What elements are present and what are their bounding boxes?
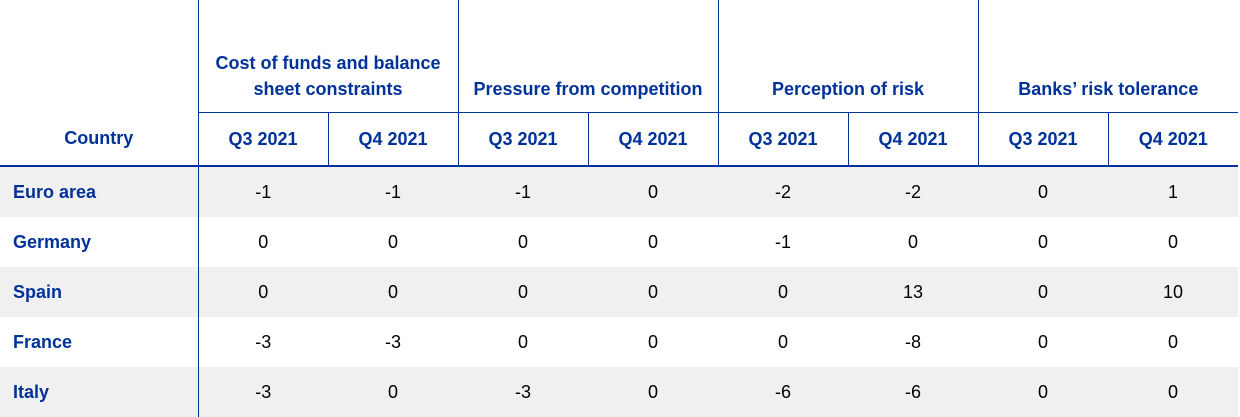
cell-value: -2 [848,166,979,217]
cell-value: 0 [197,267,328,317]
country-name: Germany [13,231,92,252]
period-header: Q4 2021 [587,112,719,167]
cell-value: 0 [588,367,719,417]
cell-value: 0 [1168,331,1179,352]
cell-value: 0 [648,231,659,252]
cell-value: -2 [718,166,849,217]
period-header: Q3 2021 [717,112,849,167]
cell-value: -1 [197,166,328,217]
cell-value: -6 [848,367,979,417]
table-row: Germany 0 0 0 0 -1 0 0 0 [0,217,1238,267]
table-body: Euro area -1 -1 -1 0 -2 -2 0 1 Germany 0 0 0 0 -1 0 0 0 Sp… [0,166,1239,417]
cell-value: 0 [458,267,589,317]
period-header: Q4 2021 [847,112,979,167]
country-name: Euro area [0,166,198,217]
group-header: Cost of funds and balance sheet constrai… [197,0,459,113]
cell-value: 13 [848,267,979,317]
cell-value: -3 [385,331,402,352]
cell-value: 0 [1108,367,1239,417]
cell-value: -3 [197,317,328,367]
cell-value: -8 [905,331,922,352]
group-header: Banks’ risk tolerance [977,0,1239,113]
table-row: Spain 0 0 0 0 0 13 0 10 [0,267,1239,317]
country-name: France [13,331,73,352]
group-header: Perception of risk [717,0,979,113]
empty-header [0,0,198,113]
cell-value: 0 [197,217,328,267]
cell-value: 0 [1038,231,1049,252]
cell-value: -3 [458,367,589,417]
country-name: Italy [0,367,198,417]
period-header: Q3 2021 [977,112,1109,167]
cell-value: 0 [978,267,1109,317]
country-header: Country [0,112,198,167]
period-header: Q4 2021 [327,112,459,167]
cell-value: 0 [388,231,399,252]
cell-value: 0 [328,267,459,317]
period-header: Q4 2021 [1107,112,1239,167]
cell-value: 0 [978,367,1109,417]
cell-value: 0 [518,331,529,352]
table-row: Italy -3 0 -3 0 -6 -6 0 0 [0,367,1239,417]
cell-value: 0 [978,166,1109,217]
cell-value: -1 [775,231,792,252]
cell-value: 0 [718,267,849,317]
cell-value: -1 [328,166,459,217]
cell-value: 0 [588,267,719,317]
cell-value: -3 [197,367,328,417]
cell-value: 1 [1108,166,1239,217]
period-header: Q3 2021 [197,112,328,167]
table-row: France -3 -3 0 0 0 -8 0 0 [0,317,1238,367]
cell-value: -6 [718,367,849,417]
period-header: Q3 2021 [457,112,589,167]
cell-value: 0 [588,166,719,217]
cell-value: 0 [778,331,789,352]
cell-value: 0 [518,231,529,252]
country-name: Spain [0,267,198,317]
sub-header-row: Country Q3 2021 Q4 2021 Q3 2021 Q4 2021 Q3 2… [0,112,1239,167]
group-header: Pressure from competition [457,0,719,113]
table-row: Euro area -1 -1 -1 0 -2 -2 0 1 [0,166,1239,217]
cell-value: 0 [648,331,659,352]
cell-value: 0 [328,367,459,417]
cell-value: 0 [908,231,919,252]
cell-value: 10 [1108,267,1239,317]
group-header-row: Cost of funds and balance sheet constrai… [0,0,1239,113]
cell-value: -1 [458,166,589,217]
cell-value: 0 [1038,331,1049,352]
cell-value: 0 [1168,231,1179,252]
